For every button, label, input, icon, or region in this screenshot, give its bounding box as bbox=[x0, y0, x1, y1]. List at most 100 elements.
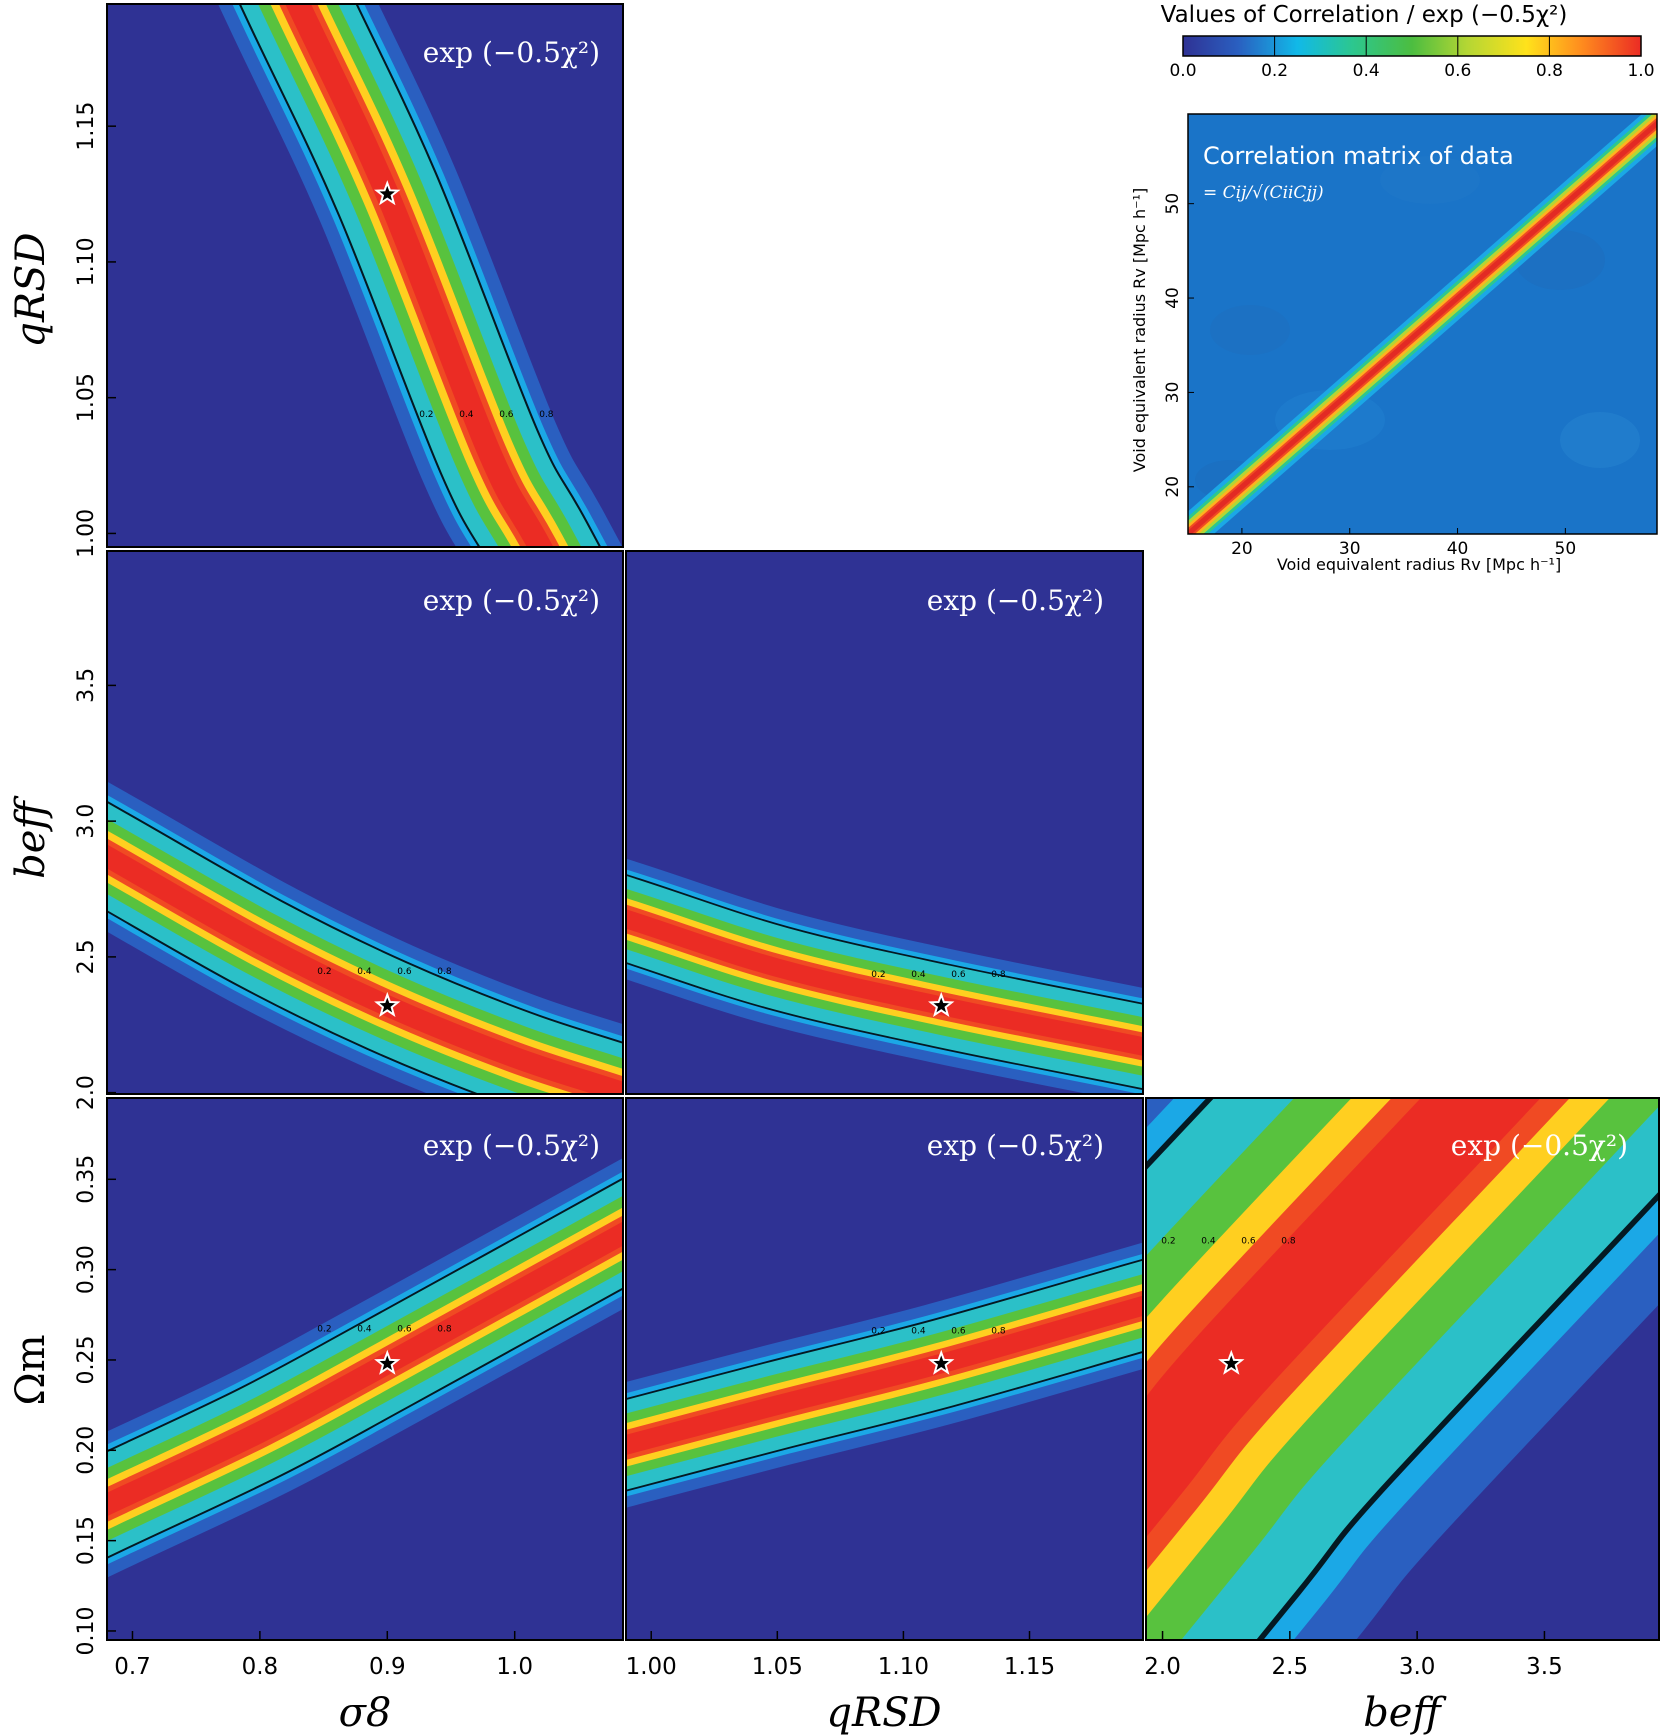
contour-label: 0.4 bbox=[1201, 1236, 1216, 1246]
panel-omega-vs-qrsd: 0.2 0.4 0.6 0.8 exp (−0.5χ²) bbox=[625, 1097, 1144, 1641]
colorbar: Values of Correlation / exp (−0.5χ²) 0.0… bbox=[1161, 2, 1655, 81]
contour-label: 0.8 bbox=[437, 967, 452, 977]
colorbar-tick-label: 0.8 bbox=[1536, 61, 1563, 81]
matrix-y-tick-label: 50 bbox=[1163, 193, 1183, 215]
likelihood-band: 0.2 0.4 0.6 0.8 bbox=[626, 858, 1143, 1094]
ylabel-qrsd: qRSD bbox=[8, 232, 54, 347]
panel-frame bbox=[106, 3, 624, 548]
matrix-frame bbox=[1187, 113, 1658, 535]
x-tick-label: 1.10 bbox=[878, 1654, 929, 1680]
matrix-xlabel: Void equivalent radius Rv [Mpc h⁻¹] bbox=[1277, 555, 1561, 574]
x-tick-label: 1.00 bbox=[626, 1654, 677, 1680]
likelihood-band: 0.2 0.4 0.6 0.8 bbox=[218, 4, 623, 547]
contour-label: 0.8 bbox=[1281, 1236, 1296, 1246]
matrix-x-tick-label: 30 bbox=[1339, 539, 1361, 559]
panel-beff-vs-sigma8: 0.2 0.4 0.6 0.8 exp (−0.5χ²) bbox=[106, 550, 624, 1095]
best-fit-star bbox=[928, 991, 955, 1017]
panel-q-vs-sigma8: 0.2 0.4 0.6 0.8 exp (−0.5χ²) bbox=[106, 3, 624, 548]
x-tick-label: 2.5 bbox=[1272, 1654, 1309, 1680]
matrix-ylabel: Void equivalent radius Rv [Mpc h⁻¹] bbox=[1130, 188, 1149, 472]
y-tick-label: 1.00 bbox=[74, 509, 99, 558]
xlabel-qrsd: qRSD bbox=[826, 1690, 941, 1736]
contour-label: 0.6 bbox=[951, 1327, 966, 1337]
contour-label: 0.6 bbox=[499, 410, 514, 420]
x-tick-label: 1.15 bbox=[1004, 1654, 1055, 1680]
x-tick-label: 2.0 bbox=[1144, 1654, 1181, 1680]
contour-label: 0.2 bbox=[1161, 1236, 1175, 1246]
likelihood-band: 0.2 0.4 0.6 0.8 bbox=[1146, 1098, 1659, 1640]
contour-label: 0.2 bbox=[317, 967, 331, 977]
colorbar-tick-label: 0.2 bbox=[1261, 61, 1288, 81]
contour-label: 0.4 bbox=[911, 970, 926, 980]
panel-beff-vs-qrsd: 0.2 0.4 0.6 0.8 exp (−0.5χ²) bbox=[625, 550, 1144, 1095]
y-tick-label: 3.0 bbox=[74, 804, 99, 839]
matrix-x-tick-label: 20 bbox=[1231, 539, 1253, 559]
panel-annotation: exp (−0.5χ²) bbox=[423, 584, 600, 617]
colorbar-tick-label: 1.0 bbox=[1627, 61, 1654, 81]
contour-label: 0.2 bbox=[317, 1324, 331, 1334]
contour-label: 0.2 bbox=[871, 970, 885, 980]
colorbar-tick-label: 0.6 bbox=[1444, 61, 1471, 81]
y-tick-label: 0.20 bbox=[74, 1426, 99, 1475]
matrix-y-tick-label: 40 bbox=[1163, 287, 1183, 309]
panel-annotation: exp (−0.5χ²) bbox=[927, 584, 1104, 617]
colorbar-tick-label: 0.4 bbox=[1353, 61, 1380, 81]
y-tick-label: 0.10 bbox=[74, 1606, 99, 1655]
band-fill bbox=[107, 1221, 623, 1517]
panel-frame bbox=[106, 550, 624, 1095]
panel-omega-vs-beff: 0.2 0.4 0.6 0.8 exp (−0.5χ²) bbox=[1145, 1097, 1660, 1641]
contour-label: 0.6 bbox=[951, 970, 966, 980]
contour-label: 0.2 bbox=[419, 410, 433, 420]
panel-omega-vs-sigma8: 0.2 0.4 0.6 0.8 exp (−0.5χ²) bbox=[106, 1097, 624, 1641]
x-tick-label: 0.7 bbox=[114, 1654, 151, 1680]
best-fit-star bbox=[374, 180, 401, 206]
contour-label: 0.4 bbox=[911, 1327, 926, 1337]
y-tick-label: 3.5 bbox=[74, 668, 99, 703]
matrix-x-tick-label: 50 bbox=[1555, 539, 1577, 559]
band-fill bbox=[626, 909, 1143, 1056]
y-tick-label: 1.10 bbox=[74, 237, 99, 286]
band-fill bbox=[1146, 1098, 1541, 1538]
diagonal-band bbox=[1188, 120, 1657, 534]
colorbar-tick-label: 0.0 bbox=[1169, 61, 1196, 81]
contour-label: 0.4 bbox=[357, 1324, 372, 1334]
x-tick-label: 0.8 bbox=[242, 1654, 279, 1680]
panel-frame bbox=[625, 1097, 1144, 1641]
ylabel-omega: Ωm bbox=[8, 1334, 54, 1405]
likelihood-band: 0.2 0.4 0.6 0.8 bbox=[107, 1158, 623, 1578]
panel-frame bbox=[106, 1097, 624, 1641]
contour-label: 0.6 bbox=[397, 967, 412, 977]
axis-titles: qRSD beff Ωm σ8 qRSD beff bbox=[8, 232, 1447, 1736]
best-fit-star bbox=[374, 1349, 401, 1375]
axis-ticks: 1.001.051.101.152.02.53.03.50.100.150.20… bbox=[74, 102, 1563, 1680]
contour-label: 0.6 bbox=[397, 1324, 412, 1334]
best-fit-star bbox=[374, 991, 401, 1017]
likelihood-band: 0.2 0.4 0.6 0.8 bbox=[626, 1242, 1143, 1508]
colorbar-title: Values of Correlation / exp (−0.5χ²) bbox=[1161, 2, 1568, 28]
panel-frame bbox=[1145, 1097, 1660, 1641]
contour-label: 0.8 bbox=[991, 970, 1006, 980]
colorbar-gradient bbox=[1182, 35, 1642, 57]
matrix-x-tick-label: 40 bbox=[1447, 539, 1469, 559]
matrix-diagonal bbox=[1188, 114, 1657, 534]
matrix-subtitle: = Cij/√(CiiCjj) bbox=[1203, 183, 1324, 203]
best-fit-star bbox=[1218, 1349, 1245, 1375]
y-tick-label: 1.05 bbox=[74, 373, 99, 422]
matrix-ticks: 20 30 40 50 20 30 40 50 bbox=[1163, 193, 1576, 559]
matrix-y-tick-label: 30 bbox=[1163, 382, 1183, 404]
contour-label: 0.4 bbox=[459, 410, 474, 420]
y-tick-label: 2.5 bbox=[74, 939, 99, 974]
contour-label: 0.4 bbox=[357, 967, 372, 977]
contour-label: 0.2 bbox=[871, 1327, 885, 1337]
panel-annotation: exp (−0.5χ²) bbox=[423, 1129, 600, 1162]
y-tick-label: 2.0 bbox=[74, 1075, 99, 1110]
x-tick-label: 3.5 bbox=[1526, 1654, 1563, 1680]
ylabel-beff: beff bbox=[8, 795, 54, 879]
correlation-matrix-inset: Correlation matrix of data = Cij/√(CiiCj… bbox=[1130, 113, 1658, 574]
matrix-title: Correlation matrix of data bbox=[1203, 142, 1514, 170]
y-tick-label: 0.15 bbox=[74, 1516, 99, 1565]
y-tick-label: 0.30 bbox=[74, 1245, 99, 1294]
band-fill bbox=[285, 4, 554, 547]
xlabel-beff: beff bbox=[1363, 1690, 1447, 1736]
